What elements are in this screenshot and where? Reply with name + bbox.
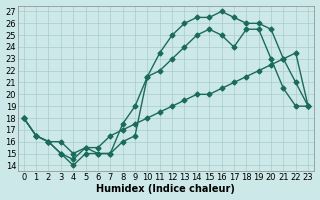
X-axis label: Humidex (Indice chaleur): Humidex (Indice chaleur) <box>97 184 236 194</box>
